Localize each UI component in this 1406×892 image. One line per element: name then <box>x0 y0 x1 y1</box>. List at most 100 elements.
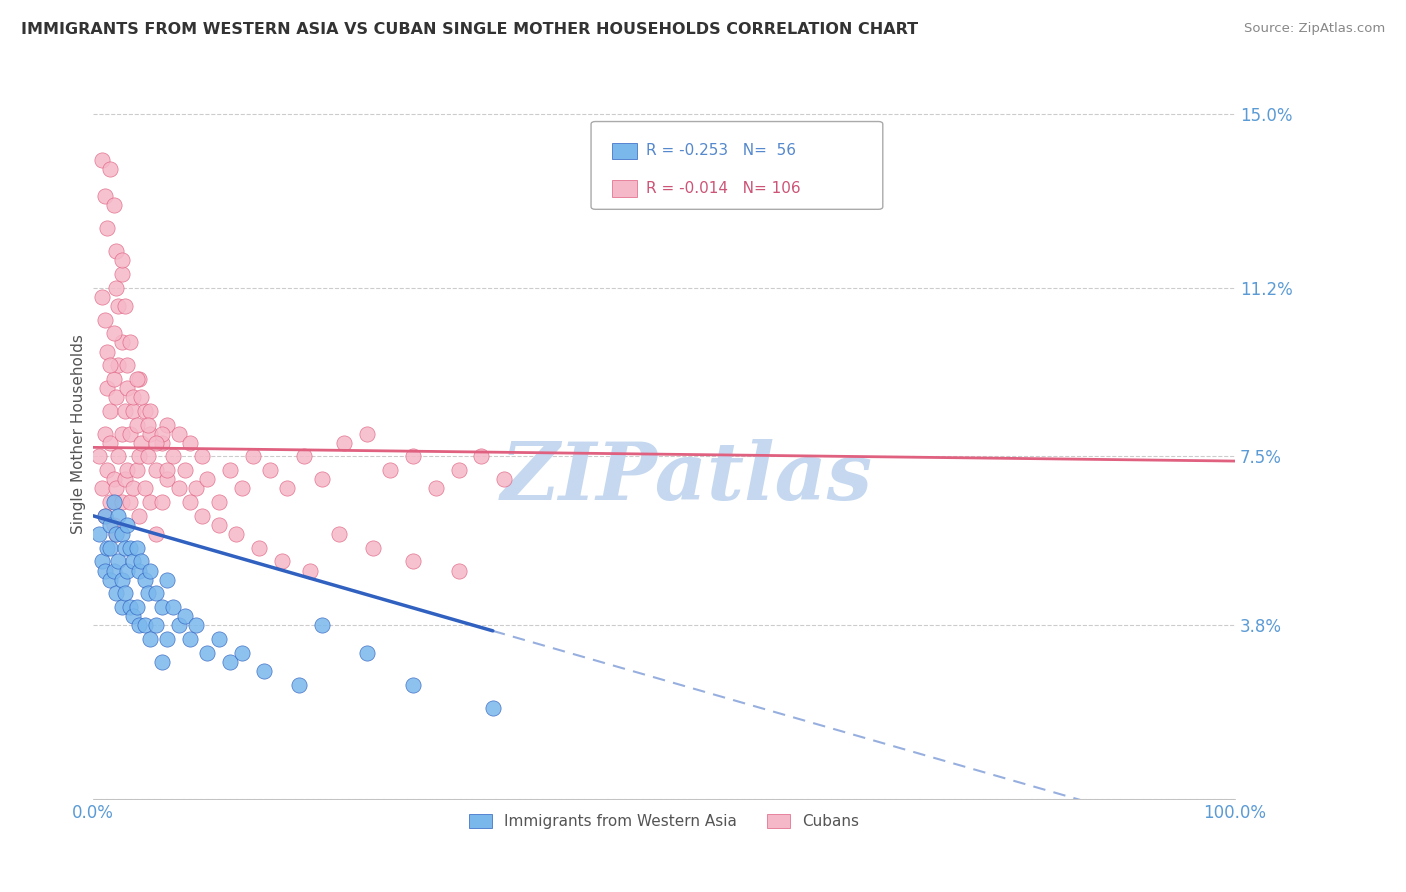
Point <box>162 450 184 464</box>
Point <box>139 632 162 646</box>
Point <box>87 527 110 541</box>
Point <box>111 335 134 350</box>
Point <box>103 372 125 386</box>
Point <box>91 482 114 496</box>
Point <box>356 426 378 441</box>
Text: IMMIGRANTS FROM WESTERN ASIA VS CUBAN SINGLE MOTHER HOUSEHOLDS CORRELATION CHART: IMMIGRANTS FROM WESTERN ASIA VS CUBAN SI… <box>21 22 918 37</box>
Point <box>242 450 264 464</box>
Point <box>208 632 231 646</box>
Point <box>122 554 145 568</box>
Point <box>134 573 156 587</box>
Point <box>247 541 270 555</box>
Point <box>118 541 141 555</box>
Point <box>134 618 156 632</box>
Point <box>270 554 292 568</box>
Point <box>167 618 190 632</box>
Point <box>150 435 173 450</box>
Point <box>117 564 139 578</box>
Point <box>111 253 134 268</box>
Point <box>184 482 207 496</box>
Point <box>98 404 121 418</box>
Point <box>361 541 384 555</box>
Point <box>195 646 218 660</box>
Point <box>93 312 115 326</box>
Point <box>91 554 114 568</box>
Point <box>96 541 118 555</box>
Point <box>173 463 195 477</box>
Point <box>150 426 173 441</box>
Point <box>96 221 118 235</box>
Point <box>93 189 115 203</box>
Point <box>98 518 121 533</box>
Point <box>117 518 139 533</box>
Point <box>328 527 350 541</box>
Point <box>225 527 247 541</box>
Point <box>139 404 162 418</box>
Point <box>105 527 128 541</box>
Point <box>494 472 516 486</box>
Point <box>294 450 316 464</box>
Point <box>129 390 152 404</box>
Point <box>208 495 231 509</box>
Point <box>93 508 115 523</box>
Point <box>128 372 150 386</box>
Point <box>129 554 152 568</box>
Point <box>259 463 281 477</box>
Point <box>107 358 129 372</box>
Point <box>91 153 114 167</box>
Point <box>145 463 167 477</box>
Point <box>91 290 114 304</box>
Point <box>156 573 179 587</box>
Point <box>378 463 401 477</box>
Point <box>125 417 148 432</box>
Point <box>111 495 134 509</box>
Point <box>167 482 190 496</box>
Point <box>103 198 125 212</box>
Point <box>136 586 159 600</box>
Point <box>98 358 121 372</box>
Point <box>114 541 136 555</box>
Point <box>219 463 242 477</box>
Point <box>125 463 148 477</box>
Point <box>122 482 145 496</box>
Point <box>111 573 134 587</box>
Point <box>107 299 129 313</box>
Point <box>136 417 159 432</box>
Point <box>93 564 115 578</box>
Point <box>111 600 134 615</box>
Point <box>125 541 148 555</box>
Point <box>114 586 136 600</box>
Point <box>156 632 179 646</box>
Point <box>128 508 150 523</box>
Point <box>96 344 118 359</box>
Point <box>231 646 253 660</box>
Point <box>111 267 134 281</box>
Point <box>103 564 125 578</box>
Point <box>98 161 121 176</box>
Point <box>167 426 190 441</box>
Point <box>231 482 253 496</box>
Point <box>118 600 141 615</box>
Point <box>195 472 218 486</box>
Point <box>190 450 212 464</box>
Point <box>173 609 195 624</box>
Point <box>219 655 242 669</box>
Point <box>125 372 148 386</box>
Point <box>107 554 129 568</box>
Point <box>139 495 162 509</box>
Point <box>98 495 121 509</box>
Point <box>118 426 141 441</box>
Point <box>311 618 333 632</box>
Point <box>103 326 125 341</box>
Point <box>111 527 134 541</box>
Point <box>105 482 128 496</box>
Point <box>276 482 298 496</box>
Point <box>139 426 162 441</box>
Point <box>128 618 150 632</box>
Point <box>125 600 148 615</box>
Point <box>98 435 121 450</box>
Point <box>122 609 145 624</box>
Point <box>356 646 378 660</box>
Point <box>287 678 309 692</box>
Point <box>105 527 128 541</box>
